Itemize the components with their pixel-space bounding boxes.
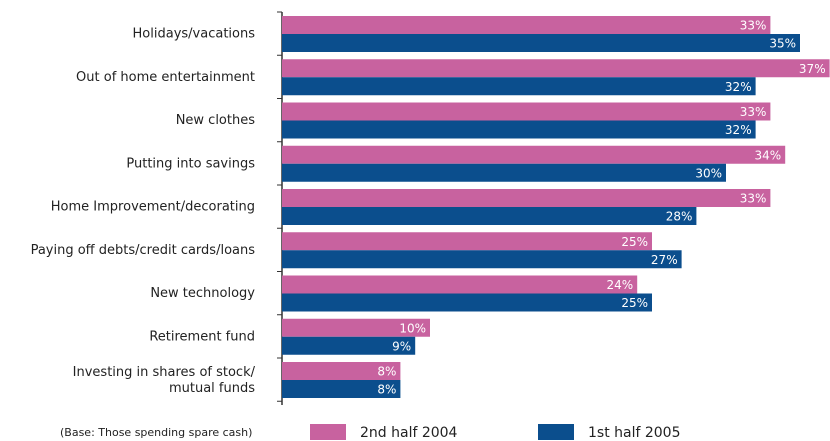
bar: [282, 318, 430, 337]
value-label: 35%: [769, 37, 796, 51]
value-label: 10%: [399, 321, 426, 335]
category-label: Putting into savings: [126, 156, 255, 171]
bar: [282, 59, 830, 78]
category-label: New clothes: [176, 113, 256, 128]
value-label: 27%: [651, 253, 678, 267]
category-label: Retirement fund: [149, 329, 255, 344]
bar: [282, 362, 401, 380]
bar: [282, 120, 756, 139]
category-label: Investing in shares of stock/ mutual fun…: [73, 365, 256, 396]
bar: [282, 77, 756, 96]
value-label: 28%: [666, 210, 693, 224]
bar: [282, 102, 771, 121]
value-label: 25%: [621, 296, 648, 310]
category-label: Out of home entertainment: [76, 70, 255, 85]
bar: [282, 293, 652, 312]
bar: [282, 145, 786, 164]
bar: [282, 250, 682, 269]
footnote: (Base: Those spending spare cash): [60, 426, 252, 439]
bar: [282, 336, 416, 355]
value-label: 34%: [755, 148, 782, 162]
category-label: Paying off debts/credit cards/loans: [31, 243, 256, 258]
value-label: 37%: [799, 62, 826, 76]
bar: [282, 34, 800, 52]
bar: [282, 207, 697, 225]
bar: [282, 16, 771, 34]
value-label: 33%: [740, 19, 767, 33]
value-label: 33%: [740, 105, 767, 119]
value-label: 30%: [695, 166, 722, 180]
category-label: New technology: [150, 286, 255, 301]
bar: [282, 232, 652, 251]
value-label: 9%: [392, 339, 411, 353]
value-label: 8%: [377, 383, 396, 397]
value-label: 24%: [607, 278, 634, 292]
category-label: Holidays/vacations: [133, 27, 256, 42]
bar: [282, 163, 726, 182]
bar: [282, 380, 401, 398]
category-label: Home Improvement/decorating: [51, 200, 255, 215]
legend-label: 2nd half 2004: [360, 425, 458, 441]
legend-label: 1st half 2005: [588, 425, 681, 441]
legend-swatch: [538, 424, 574, 440]
value-label: 33%: [740, 192, 767, 206]
value-label: 32%: [725, 123, 752, 137]
value-label: 25%: [621, 235, 648, 249]
bar: [282, 189, 771, 207]
legend-swatch: [310, 424, 346, 440]
value-label: 8%: [377, 365, 396, 379]
bar: [282, 275, 638, 294]
value-label: 32%: [725, 80, 752, 94]
